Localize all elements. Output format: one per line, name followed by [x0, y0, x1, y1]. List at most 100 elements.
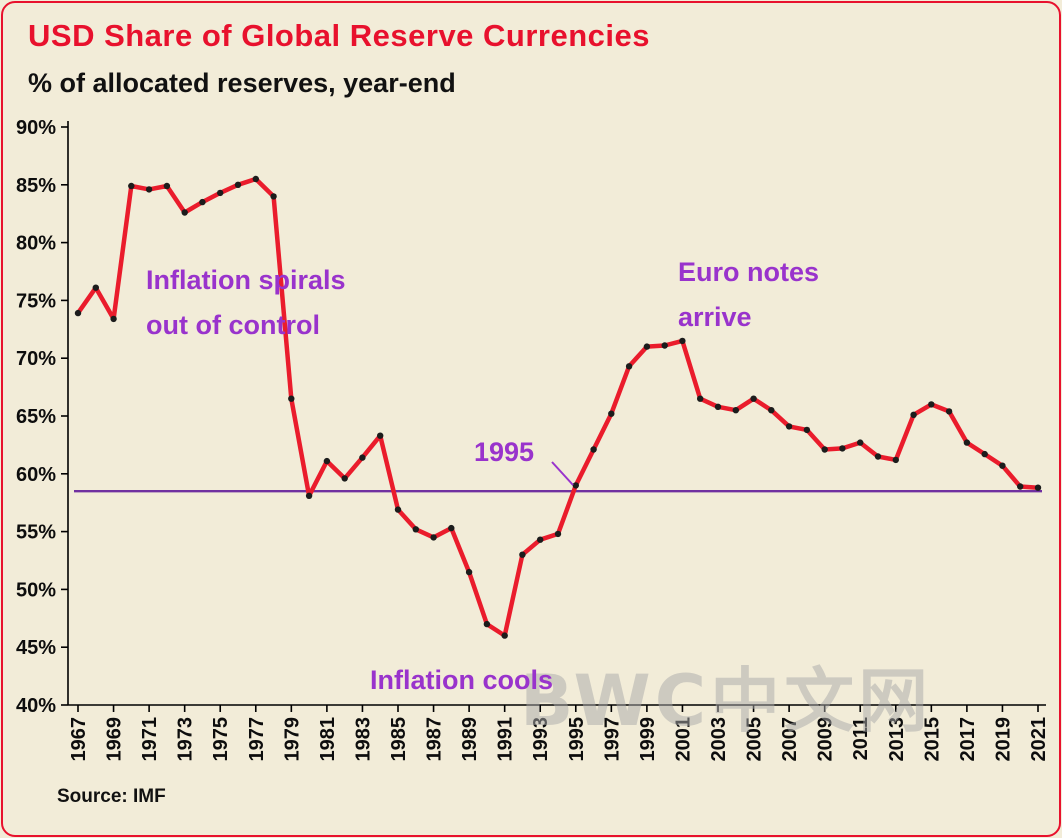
data-point-1980	[305, 492, 313, 499]
x-tick-label: 1967	[68, 717, 90, 762]
data-point-1987	[430, 534, 437, 541]
x-tick-label: 2009	[815, 717, 837, 762]
usd-share-line	[75, 176, 1041, 638]
x-tick-label: 2005	[744, 717, 766, 762]
data-point-1974	[199, 198, 206, 206]
data-point-1986	[412, 526, 419, 533]
y-tick-label: 40%	[16, 695, 56, 717]
data-point-2019	[999, 462, 1006, 469]
data-point-1998	[625, 363, 633, 370]
data-point-1985	[394, 506, 402, 513]
data-point-1991	[501, 632, 508, 639]
data-point-2016	[945, 408, 953, 415]
x-tick-label: 1975	[210, 717, 232, 762]
x-tick-label: 1971	[139, 717, 161, 762]
data-point-1978	[270, 193, 277, 200]
data-point-1981	[323, 457, 331, 465]
y-tick-label: 45%	[16, 637, 56, 659]
x-tick-label: 2021	[1028, 717, 1050, 762]
data-point-1996	[590, 446, 597, 453]
data-point-1969	[110, 315, 117, 323]
data-point-1995	[572, 482, 579, 489]
x-tick-label: 2007	[779, 717, 801, 762]
data-point-1976	[234, 181, 242, 188]
data-point-2011	[857, 439, 864, 446]
data-point-2014	[910, 411, 917, 418]
x-tick-label: 1983	[352, 717, 374, 762]
data-point-1990	[483, 620, 491, 628]
x-tick-label: 1977	[246, 717, 268, 762]
data-point-2008	[803, 426, 811, 434]
y-tick-label: 75%	[16, 290, 56, 312]
x-tick-label: 1985	[388, 717, 410, 762]
x-tick-label: 1969	[104, 717, 126, 762]
data-point-2003	[714, 403, 722, 410]
x-tick-label: 1989	[459, 717, 481, 762]
data-point-1970	[128, 182, 135, 190]
data-point-1972	[163, 182, 171, 190]
data-point-2021	[1034, 484, 1042, 491]
data-point-2013	[892, 456, 899, 464]
data-point-1997	[608, 410, 615, 417]
y-tick-label: 55%	[16, 522, 56, 544]
data-point-1979	[288, 395, 295, 402]
x-tick-label: 1979	[281, 717, 303, 762]
y-tick-label: 70%	[16, 348, 56, 370]
y-tick-label: 90%	[16, 117, 56, 139]
data-point-2012	[874, 453, 882, 460]
data-point-2018	[981, 450, 988, 458]
source-label: Source: IMF	[57, 786, 166, 807]
y-tick-label: 50%	[16, 579, 56, 601]
data-point-1992	[519, 551, 526, 558]
chart-title: USD Share of Global Reserve Currencies	[28, 18, 651, 53]
data-point-2005	[750, 395, 757, 402]
x-tick-label: 1987	[424, 717, 446, 762]
x-tick-label: 2015	[921, 717, 943, 762]
x-tick-label: 2001	[672, 717, 694, 762]
x-tick-label: 1991	[495, 717, 517, 762]
x-tick-label: 1997	[601, 717, 623, 762]
data-point-1975	[217, 189, 224, 197]
data-point-2001	[679, 337, 686, 345]
data-point-1984	[377, 432, 384, 439]
data-point-2017	[963, 439, 971, 446]
y-tick-label: 65%	[16, 406, 56, 428]
chart-subtitle: % of allocated reserves, year-end	[28, 68, 456, 98]
data-point-1977	[252, 175, 259, 183]
data-point-2020	[1017, 483, 1024, 490]
x-tick-label: 2017	[957, 717, 979, 762]
data-point-2010	[839, 445, 846, 452]
data-point-2004	[732, 407, 739, 414]
x-tick-label: 1981	[317, 717, 339, 762]
y-tick-label: 80%	[16, 233, 56, 255]
data-point-2007	[785, 423, 793, 430]
data-point-2009	[821, 446, 828, 453]
data-point-1999	[643, 343, 651, 350]
data-point-1967	[74, 309, 82, 317]
y-tick-label: 85%	[16, 175, 56, 197]
data-point-1994	[554, 530, 562, 538]
data-point-1982	[341, 475, 348, 482]
y-tick-label: 60%	[16, 464, 56, 486]
data-point-1973	[181, 209, 188, 216]
data-point-1968	[92, 284, 100, 291]
data-point-1993	[537, 536, 544, 543]
data-point-2002	[697, 395, 704, 402]
data-point-2015	[928, 401, 935, 408]
x-tick-label: 1993	[530, 717, 552, 762]
data-point-1989	[465, 568, 473, 576]
x-tick-label: 2019	[992, 717, 1014, 762]
data-point-2006	[768, 407, 775, 414]
data-point-2000	[661, 342, 668, 349]
x-tick-label: 2013	[886, 717, 908, 762]
x-tick-label: 1973	[175, 717, 197, 762]
data-point-1988	[448, 524, 455, 532]
data-point-1983	[359, 454, 366, 461]
x-tick-label: 1995	[566, 717, 588, 762]
x-tick-label: 1999	[637, 717, 659, 762]
x-tick-label: 2011	[850, 717, 872, 760]
leader-line-1995	[551, 461, 574, 486]
data-point-1971	[145, 186, 153, 193]
x-tick-label: 2003	[708, 717, 730, 762]
